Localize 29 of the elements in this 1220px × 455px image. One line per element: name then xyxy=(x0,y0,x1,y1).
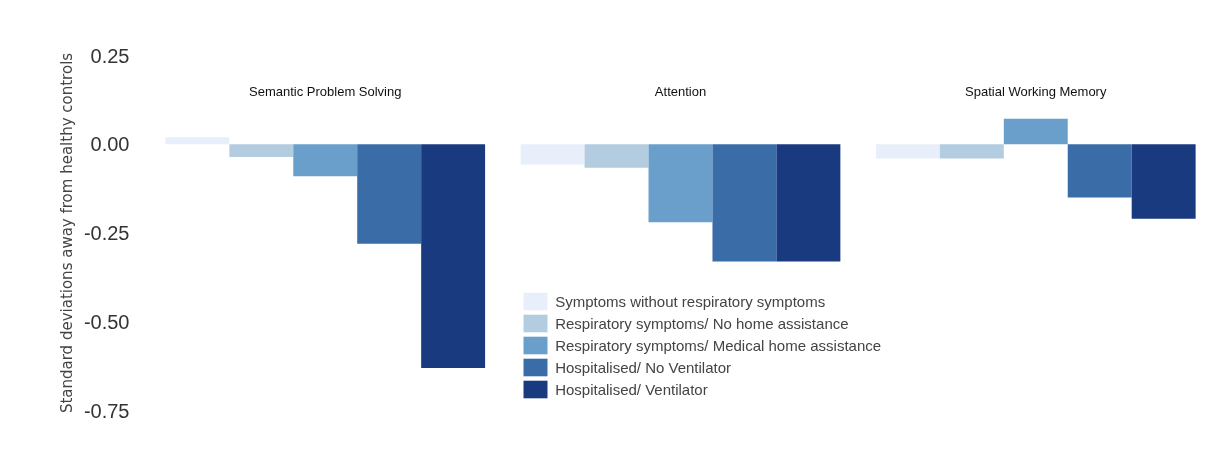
legend-label: Hospitalised/ Ventilator xyxy=(555,380,708,398)
bar xyxy=(520,144,585,165)
bar xyxy=(357,144,422,244)
y-tick-label: 0.00 xyxy=(90,133,130,156)
y-tick-label: -0.50 xyxy=(83,310,130,333)
bar xyxy=(1131,144,1196,219)
bar xyxy=(165,137,230,145)
y-tick-label: 0.25 xyxy=(90,44,130,67)
bar xyxy=(1067,144,1132,198)
bar xyxy=(648,144,713,223)
bar xyxy=(939,144,1004,159)
legend-label: Symptoms without respiratory symptoms xyxy=(555,292,826,310)
x-tick-label: Spatial Working Memory xyxy=(965,83,1107,99)
y-tick-label: -0.25 xyxy=(83,222,130,244)
bar xyxy=(421,144,486,368)
bar xyxy=(875,144,940,159)
bar xyxy=(712,144,777,262)
bar xyxy=(1003,118,1068,145)
bar xyxy=(584,144,649,168)
y-axis-title: Standard deviations away from healthy controls xyxy=(57,52,76,414)
y-tick-label: -0.75 xyxy=(83,399,130,422)
legend-label: Hospitalised/ No Ventilator xyxy=(555,358,732,376)
x-tick-label: Semantic Problem Solving xyxy=(249,83,402,99)
bar xyxy=(229,144,294,158)
bar xyxy=(293,144,358,177)
legend-label: Respiratory symptoms/ Medical home assistance xyxy=(555,336,882,354)
x-tick-label: Attention xyxy=(654,83,707,99)
bar xyxy=(776,144,841,262)
legend-label: Respiratory symptoms/ No home assistance xyxy=(555,314,849,332)
